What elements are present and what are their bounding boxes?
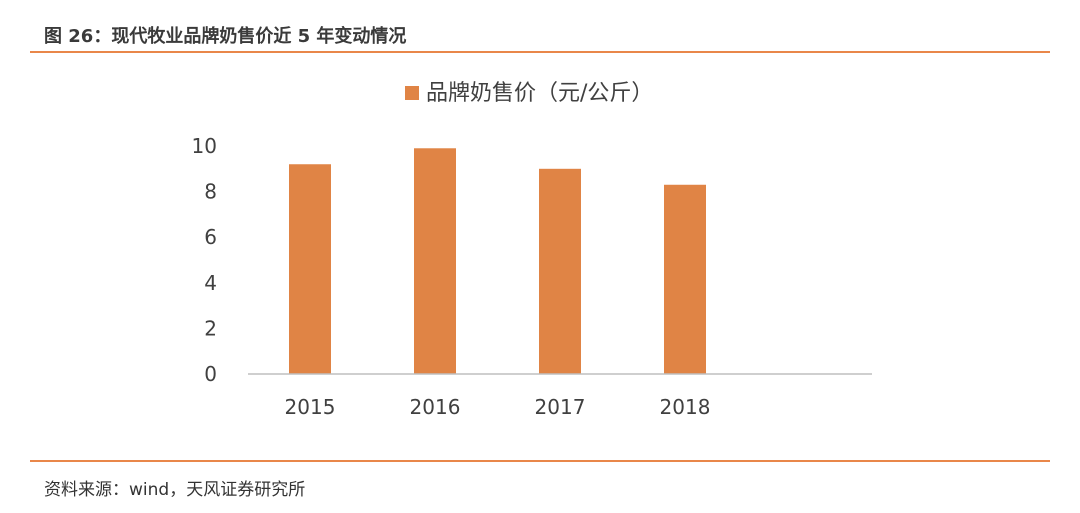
source-note: 资料来源：wind，天风证券研究所 [44,475,305,500]
legend-swatch [405,86,419,100]
bar-2017 [539,169,581,374]
bar-chart: 品牌奶售价（元/公斤） 0 2 4 6 8 10 2015 2016 2017 2018 [0,0,1080,460]
x-axis-ticks: 2015 2016 2017 2018 [285,395,711,419]
y-tick-label: 10 [192,134,217,158]
bar-2016 [414,148,456,374]
y-tick-label: 4 [204,271,217,295]
bars-group [289,148,706,374]
x-tick-label: 2016 [410,395,461,419]
bar-2018 [664,185,706,374]
legend-label: 品牌奶售价（元/公斤） [426,81,653,106]
bar-2015 [289,164,331,374]
x-tick-label: 2017 [535,395,586,419]
legend: 品牌奶售价（元/公斤） [405,81,653,106]
y-axis-ticks: 0 2 4 6 8 10 [192,134,217,386]
source-divider [30,460,1050,462]
x-tick-label: 2018 [660,395,711,419]
y-tick-label: 6 [204,225,217,249]
y-tick-label: 2 [204,316,217,340]
x-tick-label: 2015 [285,395,336,419]
y-tick-label: 8 [204,180,217,204]
y-tick-label: 0 [204,362,217,386]
